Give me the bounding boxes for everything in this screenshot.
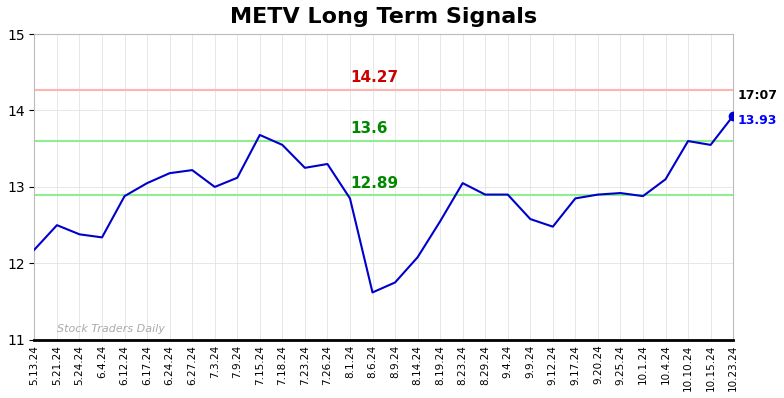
Text: 17:07: 17:07	[738, 89, 778, 102]
Text: 13.93: 13.93	[738, 114, 777, 127]
Text: 14.27: 14.27	[350, 70, 398, 84]
Text: 12.89: 12.89	[350, 176, 398, 191]
Text: 13.6: 13.6	[350, 121, 387, 137]
Title: METV Long Term Signals: METV Long Term Signals	[230, 7, 537, 27]
Text: Stock Traders Daily: Stock Traders Daily	[57, 324, 165, 334]
